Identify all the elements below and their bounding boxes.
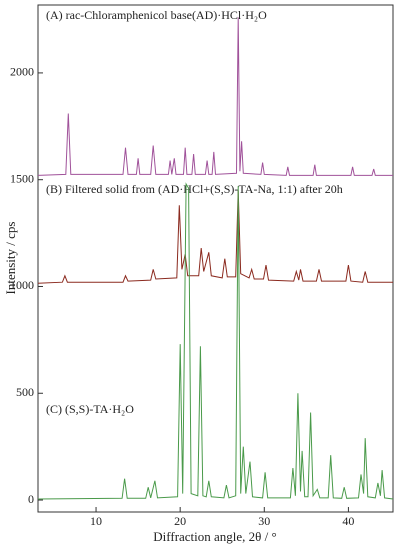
- annotation: (A) rac-Chloramphenicol base(AD)·HCl·H₂O: [46, 8, 267, 22]
- pattern-line: [37, 190, 393, 284]
- x-tick-label: 40: [342, 514, 354, 528]
- y-axis-label: Intensity / cps: [3, 222, 18, 295]
- annotation: (C) (S,S)-TA·H₂O: [46, 402, 134, 416]
- y-tick-label: 1000: [10, 278, 34, 292]
- y-tick-label: 500: [16, 385, 34, 399]
- pattern-line: [37, 182, 394, 500]
- plot-frame: [37, 4, 394, 513]
- x-tick-label: 10: [90, 514, 102, 528]
- y-tick-label: 1500: [10, 171, 34, 185]
- pattern-line: [37, 17, 393, 176]
- y-tick-label: 2000: [10, 65, 34, 79]
- y-tick-label: 0: [28, 492, 34, 506]
- x-axis-label: Diffraction angle, 2θ / °: [153, 529, 276, 544]
- annotation: (B) Filtered solid from (AD·HCl+(S,S)-TA…: [46, 182, 343, 196]
- x-tick-label: 20: [174, 514, 186, 528]
- x-tick-label: 30: [258, 514, 270, 528]
